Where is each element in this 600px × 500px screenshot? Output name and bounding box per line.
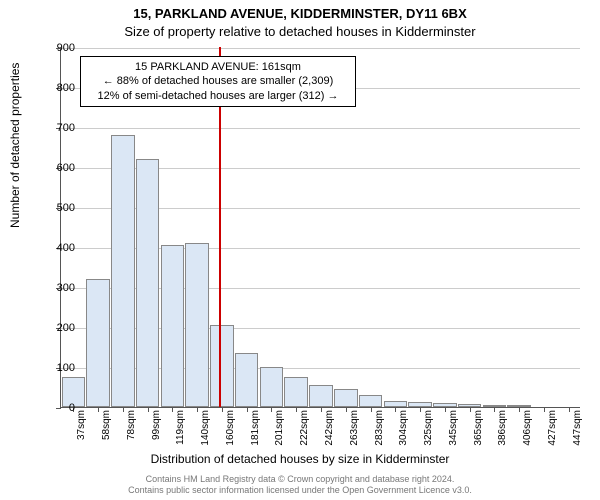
y-tick-label: 500	[35, 202, 75, 214]
x-tick-mark	[296, 407, 297, 412]
x-tick-mark	[98, 407, 99, 412]
y-tick-label: 600	[35, 162, 75, 174]
x-tick-label: 325sqm	[423, 410, 434, 452]
x-tick-mark	[247, 407, 248, 412]
footer-line-1: Contains HM Land Registry data © Crown c…	[0, 474, 600, 485]
x-tick-mark	[321, 407, 322, 412]
chart-title-sub: Size of property relative to detached ho…	[0, 24, 600, 39]
annotation-box: 15 PARKLAND AVENUE: 161sqm ← 88% of deta…	[80, 56, 356, 107]
x-tick-label: 283sqm	[374, 410, 385, 452]
bar	[111, 135, 135, 407]
bar	[284, 377, 308, 407]
bar	[86, 279, 110, 407]
x-tick-mark	[271, 407, 272, 412]
footer-line-2: Contains public sector information licen…	[0, 485, 600, 496]
x-tick-mark	[445, 407, 446, 412]
bar	[334, 389, 358, 407]
x-tick-label: 119sqm	[175, 410, 186, 452]
x-tick-label: 304sqm	[398, 410, 409, 452]
x-tick-label: 78sqm	[126, 410, 137, 452]
x-tick-label: 427sqm	[547, 410, 558, 452]
x-tick-label: 242sqm	[324, 410, 335, 452]
x-tick-mark	[371, 407, 372, 412]
x-tick-mark	[420, 407, 421, 412]
x-tick-label: 160sqm	[225, 410, 236, 452]
x-tick-mark	[123, 407, 124, 412]
x-tick-mark	[148, 407, 149, 412]
footer-attribution: Contains HM Land Registry data © Crown c…	[0, 474, 600, 496]
x-tick-label: 37sqm	[76, 410, 87, 452]
bar	[359, 395, 383, 407]
x-tick-mark	[494, 407, 495, 412]
x-tick-label: 263sqm	[349, 410, 360, 452]
x-tick-mark	[519, 407, 520, 412]
x-tick-label: 406sqm	[522, 410, 533, 452]
annotation-line-2: ← 88% of detached houses are smaller (2,…	[87, 74, 349, 88]
chart-title-main: 15, PARKLAND AVENUE, KIDDERMINSTER, DY11…	[0, 6, 600, 21]
y-tick-label: 400	[35, 242, 75, 254]
y-tick-label: 300	[35, 282, 75, 294]
annotation-line-1: 15 PARKLAND AVENUE: 161sqm	[87, 60, 349, 74]
bar	[210, 325, 234, 407]
x-tick-mark	[197, 407, 198, 412]
y-tick-label: 900	[35, 42, 75, 54]
x-tick-label: 140sqm	[200, 410, 211, 452]
x-tick-label: 386sqm	[497, 410, 508, 452]
x-tick-label: 345sqm	[448, 410, 459, 452]
gridline	[61, 48, 580, 49]
x-tick-label: 58sqm	[101, 410, 112, 452]
x-tick-mark	[222, 407, 223, 412]
chart-container: 15, PARKLAND AVENUE, KIDDERMINSTER, DY11…	[0, 0, 600, 500]
bar	[235, 353, 259, 407]
x-tick-label: 201sqm	[274, 410, 285, 452]
y-tick-label: 200	[35, 322, 75, 334]
gridline	[61, 128, 580, 129]
bar	[309, 385, 333, 407]
x-tick-mark	[569, 407, 570, 412]
x-tick-mark	[470, 407, 471, 412]
bar	[185, 243, 209, 407]
annotation-line-3: 12% of semi-detached houses are larger (…	[87, 89, 349, 103]
x-axis-label: Distribution of detached houses by size …	[0, 452, 600, 466]
x-tick-label: 447sqm	[572, 410, 583, 452]
y-tick-label: 100	[35, 362, 75, 374]
x-tick-mark	[346, 407, 347, 412]
x-tick-label: 181sqm	[250, 410, 261, 452]
x-tick-label: 365sqm	[473, 410, 484, 452]
x-tick-label: 99sqm	[151, 410, 162, 452]
y-axis-label: Number of detached properties	[8, 63, 22, 228]
bar	[260, 367, 284, 407]
y-tick-label: 0	[35, 402, 75, 414]
x-tick-mark	[395, 407, 396, 412]
x-tick-mark	[544, 407, 545, 412]
bar	[136, 159, 160, 407]
x-tick-mark	[172, 407, 173, 412]
y-tick-label: 800	[35, 82, 75, 94]
x-tick-label: 222sqm	[299, 410, 310, 452]
y-tick-label: 700	[35, 122, 75, 134]
bar	[161, 245, 185, 407]
